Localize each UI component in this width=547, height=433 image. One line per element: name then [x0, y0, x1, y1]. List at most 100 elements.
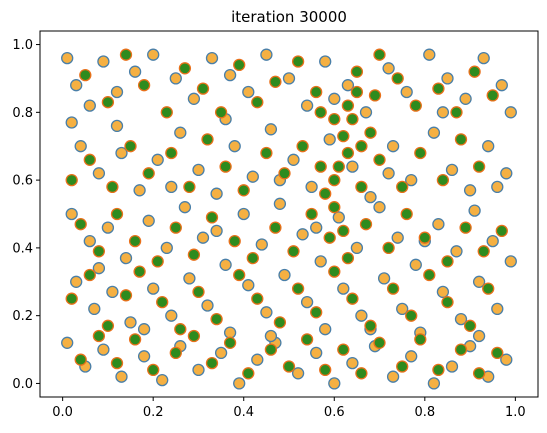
series-1-point-12 — [310, 85, 323, 99]
x-tick-label: 0.6 — [324, 405, 345, 420]
series-1-point-35 — [278, 167, 291, 180]
series-0-point-111 — [328, 377, 341, 390]
series-0-point-60 — [255, 238, 268, 251]
series-0-point-77 — [124, 316, 137, 329]
series-0-point-33 — [192, 163, 205, 177]
series-0-point-27 — [74, 140, 87, 153]
series-0-point-81 — [201, 299, 214, 312]
series-1-point-29 — [165, 146, 178, 160]
series-1-point-36 — [296, 140, 309, 153]
y-tick-label: 0.0 — [12, 377, 33, 392]
series-1-point-20 — [432, 82, 445, 95]
series-1-point-92 — [482, 282, 495, 295]
series-0-point-12 — [242, 85, 255, 99]
series-0-point-32 — [174, 126, 187, 139]
series-0-point-121 — [110, 119, 124, 133]
series-1-point-43 — [414, 146, 427, 160]
series-0-point-17 — [341, 79, 355, 92]
series-1-point-51 — [151, 255, 164, 268]
series-1-point-26 — [106, 180, 119, 194]
series-0-point-57 — [196, 231, 210, 244]
series-1-point-122 — [332, 160, 345, 173]
y-tick-label: 1.0 — [12, 38, 33, 53]
series-1-point-13 — [328, 112, 341, 126]
series-0-point-62 — [296, 228, 309, 241]
series-0-point-2 — [65, 116, 78, 129]
series-0-point-30 — [133, 184, 146, 197]
series-1-point-1 — [101, 96, 115, 109]
series-1-point-32 — [219, 160, 232, 173]
series-0-point-66 — [373, 201, 386, 214]
series-1-point-3 — [137, 79, 151, 92]
series-0-point-41 — [346, 160, 359, 173]
series-0-point-102 — [156, 373, 169, 387]
series-1-point-68 — [477, 245, 490, 258]
series-0-point-72 — [486, 234, 499, 248]
series-1-point-22 — [468, 65, 481, 78]
series-0-point-110 — [310, 346, 323, 360]
series-0-point-22 — [441, 72, 454, 85]
series-0-point-114 — [386, 370, 400, 383]
series-0-point-136 — [472, 329, 486, 343]
series-1-point-7 — [214, 106, 228, 119]
series-1-point-53 — [187, 248, 201, 261]
series-1-point-87 — [386, 282, 400, 295]
series-1-point-78 — [210, 312, 223, 326]
series-0-point-97 — [61, 336, 74, 349]
series-0-point-13 — [260, 48, 273, 61]
series-0-point-36 — [246, 170, 259, 183]
series-0-point-75 — [88, 302, 101, 316]
series-0-point-133 — [310, 221, 323, 234]
series-0-point-51 — [83, 234, 96, 248]
series-1-point-11 — [291, 55, 305, 68]
series-1-point-34 — [260, 146, 273, 160]
series-1-point-124 — [350, 85, 364, 99]
series-0-point-24 — [477, 51, 490, 65]
series-0-point-4 — [97, 55, 110, 68]
series-0-point-3 — [83, 99, 96, 112]
series-0-point-101 — [137, 350, 151, 363]
series-1-point-125 — [314, 106, 327, 119]
series-1-point-71 — [83, 268, 96, 282]
series-0-point-48 — [482, 140, 495, 153]
series-1-point-72 — [101, 319, 115, 332]
series-1-point-64 — [400, 207, 413, 221]
series-0-point-88 — [337, 282, 350, 295]
series-0-point-46 — [445, 163, 459, 177]
series-0-point-100 — [115, 370, 128, 383]
series-0-point-107 — [251, 353, 264, 366]
series-1-point-60 — [323, 231, 336, 244]
series-0-point-56 — [178, 201, 192, 214]
series-1-point-111 — [414, 333, 427, 346]
series-0-point-127 — [436, 106, 450, 119]
series-0-point-42 — [364, 190, 377, 204]
series-1-point-37 — [314, 160, 327, 173]
series-1-point-2 — [119, 48, 133, 61]
series-0-point-73 — [504, 255, 517, 268]
series-1-point-101 — [223, 336, 237, 349]
series-1-point-86 — [364, 319, 377, 332]
series-1-point-15 — [350, 65, 364, 78]
series-1-point-119 — [355, 140, 368, 153]
series-1-point-62 — [359, 218, 373, 231]
series-0-point-104 — [192, 363, 205, 377]
series-1-point-25 — [83, 153, 96, 166]
series-1-point-6 — [196, 82, 210, 95]
series-0-point-6 — [128, 65, 142, 78]
x-tick-label: 1.0 — [505, 405, 526, 420]
series-1-point-41 — [373, 153, 386, 166]
series-0-point-95 — [472, 275, 486, 288]
series-1-point-5 — [178, 62, 192, 75]
series-0-point-9 — [187, 92, 201, 105]
series-1-point-123 — [341, 99, 355, 112]
series-0-point-26 — [504, 106, 517, 119]
series-0-point-105 — [214, 346, 228, 360]
series-1-point-102 — [242, 367, 255, 380]
series-1-point-70 — [65, 292, 78, 305]
series-0-point-8 — [169, 72, 182, 85]
series-0-point-94 — [454, 312, 468, 326]
series-0-point-63 — [314, 255, 327, 268]
series-1-point-0 — [79, 68, 92, 82]
series-0-point-37 — [264, 123, 278, 136]
